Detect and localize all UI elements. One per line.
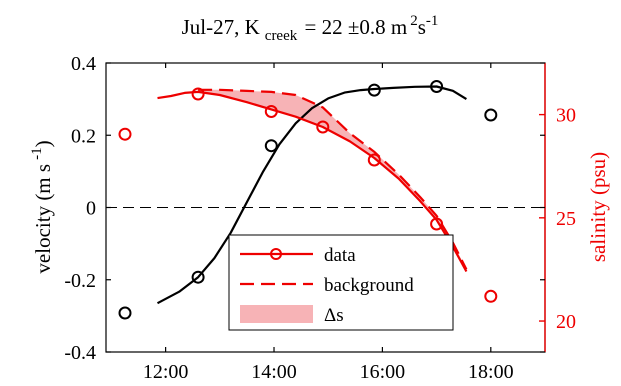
right-tick-label: 20 xyxy=(556,311,576,333)
title-value: = 22 ±0.8 m xyxy=(299,15,407,39)
data-salinity-line xyxy=(157,90,468,273)
left-tick-label: 0 xyxy=(86,198,96,220)
chart-title: Jul-27, K creek = 22 ±0.8 m 2s-1 xyxy=(182,13,439,44)
left-axis-label-sup: -1 xyxy=(29,147,45,160)
velocity-point xyxy=(191,270,205,284)
left-axis-label-close: ) xyxy=(31,140,55,147)
delta-s-area xyxy=(198,89,467,272)
right-tick-label: 25 xyxy=(556,208,576,230)
velocity-fit-line xyxy=(156,85,467,305)
legend: data background Δs xyxy=(228,234,454,331)
salinity-data-point xyxy=(118,127,132,141)
salinity-data-point xyxy=(191,87,205,101)
right-axis-ticks: 30 25 20 xyxy=(539,105,576,333)
background-salinity-line xyxy=(198,88,468,270)
plot-area xyxy=(106,80,545,320)
velocity-point xyxy=(484,108,498,122)
x-tick-label: 16:00 xyxy=(360,361,406,383)
salinity-data-point xyxy=(264,105,278,118)
salinity-data-point xyxy=(430,217,444,231)
x-tick-label: 18:00 xyxy=(468,361,514,383)
right-axis-label: salinity (psu) xyxy=(586,152,610,262)
velocity-point xyxy=(264,139,278,153)
right-tick-label: 30 xyxy=(556,105,576,127)
left-tick-label: 0.4 xyxy=(71,53,96,75)
left-tick-label: 0.2 xyxy=(71,125,96,147)
velocity-point xyxy=(430,80,444,93)
left-axis-label-main: velocity (m s xyxy=(31,164,55,274)
legend-label-data: data xyxy=(324,245,356,266)
left-axis-label: velocity (m s -1) xyxy=(29,140,55,273)
salinity-data-point xyxy=(367,153,381,167)
x-tick-label: 14:00 xyxy=(251,361,297,383)
velocity-point xyxy=(367,83,381,97)
left-tick-label: -0.2 xyxy=(64,270,96,292)
salinity-data-point xyxy=(484,289,498,303)
legend-label-background: background xyxy=(324,275,414,296)
title-unit-mid: s xyxy=(418,15,426,39)
velocity-point xyxy=(118,306,132,320)
salinity-data-point xyxy=(316,120,330,134)
legend-delta-patch xyxy=(240,305,313,323)
title-subscript: creek xyxy=(265,28,298,44)
x-tick-label: 12:00 xyxy=(143,361,189,383)
title-sup-1: 2 xyxy=(410,13,418,29)
x-axis-ticks: 12:00 14:00 16:00 18:00 xyxy=(143,63,514,383)
left-axis-ticks: 0.4 0.2 0 -0.2 -0.4 xyxy=(64,53,545,364)
legend-data-marker xyxy=(270,248,282,260)
title-sup-2: -1 xyxy=(426,13,439,29)
title-prefix: Jul-27, K xyxy=(182,15,260,39)
left-tick-label: -0.4 xyxy=(64,342,96,364)
legend-label-delta: Δs xyxy=(324,305,344,326)
